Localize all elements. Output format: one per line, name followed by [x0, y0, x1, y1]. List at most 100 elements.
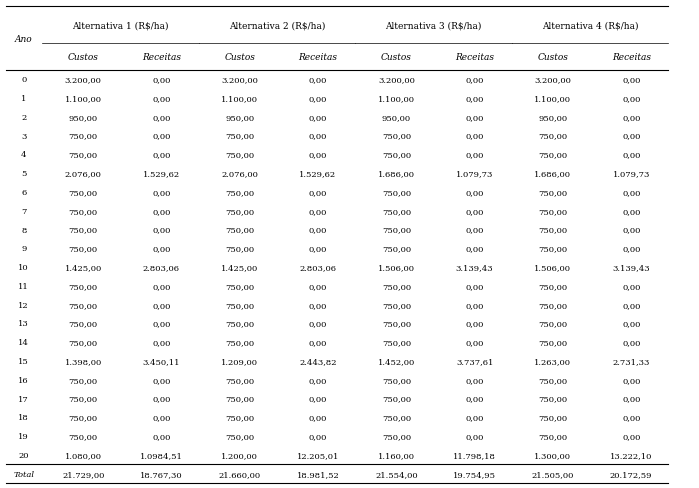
Text: 750,00: 750,00: [538, 413, 568, 422]
Text: Ano: Ano: [15, 35, 33, 43]
Text: 0,00: 0,00: [622, 339, 640, 346]
Text: 750,00: 750,00: [382, 132, 411, 141]
Text: 0,00: 0,00: [152, 188, 171, 197]
Text: 750,00: 750,00: [69, 413, 98, 422]
Text: 1.452,00: 1.452,00: [377, 357, 415, 366]
Text: 11: 11: [18, 283, 29, 290]
Text: 0,00: 0,00: [466, 413, 484, 422]
Text: 0,00: 0,00: [309, 132, 327, 141]
Text: 0,00: 0,00: [152, 226, 171, 234]
Text: 1.100,00: 1.100,00: [222, 95, 258, 103]
Text: 11.798,18: 11.798,18: [453, 451, 496, 459]
Text: 1.529,62: 1.529,62: [299, 170, 337, 178]
Text: 1.425,00: 1.425,00: [221, 264, 259, 271]
Text: 12: 12: [18, 301, 29, 309]
Text: 12.205,01: 12.205,01: [297, 451, 339, 459]
Text: 0,00: 0,00: [622, 320, 640, 328]
Text: 750,00: 750,00: [382, 188, 411, 197]
Text: 1.529,62: 1.529,62: [143, 170, 180, 178]
Text: 950,00: 950,00: [382, 114, 411, 122]
Text: 0,00: 0,00: [622, 395, 640, 403]
Text: 750,00: 750,00: [69, 151, 98, 159]
Text: 0,00: 0,00: [309, 283, 327, 290]
Text: 750,00: 750,00: [69, 320, 98, 328]
Text: 0,00: 0,00: [309, 188, 327, 197]
Text: Receitas: Receitas: [612, 53, 651, 62]
Text: 750,00: 750,00: [225, 207, 254, 215]
Text: 16: 16: [18, 376, 29, 384]
Text: 7: 7: [21, 207, 27, 215]
Text: 750,00: 750,00: [382, 151, 411, 159]
Text: 0,00: 0,00: [152, 151, 171, 159]
Text: 1.506,00: 1.506,00: [378, 264, 415, 271]
Text: 0: 0: [21, 76, 27, 84]
Text: 13.222,10: 13.222,10: [610, 451, 652, 459]
Text: 18.767,30: 18.767,30: [140, 470, 182, 478]
Text: 750,00: 750,00: [225, 432, 254, 440]
Text: 3.200,00: 3.200,00: [222, 76, 258, 84]
Text: Custos: Custos: [68, 53, 99, 62]
Text: 0,00: 0,00: [152, 283, 171, 290]
Text: 4: 4: [21, 151, 27, 159]
Text: 0,00: 0,00: [622, 207, 640, 215]
Text: 9: 9: [21, 245, 27, 253]
Text: 0,00: 0,00: [466, 114, 484, 122]
Text: 2.443,82: 2.443,82: [299, 357, 337, 366]
Text: Custos: Custos: [381, 53, 412, 62]
Text: 750,00: 750,00: [69, 283, 98, 290]
Text: Alternativa 3 (R$/ha): Alternativa 3 (R$/ha): [385, 21, 482, 30]
Text: 750,00: 750,00: [69, 301, 98, 309]
Text: 750,00: 750,00: [382, 283, 411, 290]
Text: 750,00: 750,00: [382, 395, 411, 403]
Text: 1.398,00: 1.398,00: [64, 357, 102, 366]
Text: 1.0984,51: 1.0984,51: [140, 451, 183, 459]
Text: 0,00: 0,00: [152, 114, 171, 122]
Text: 0,00: 0,00: [466, 432, 484, 440]
Text: 14: 14: [18, 339, 29, 346]
Text: 750,00: 750,00: [69, 207, 98, 215]
Text: 20: 20: [18, 451, 29, 459]
Text: 3.200,00: 3.200,00: [65, 76, 101, 84]
Text: 0,00: 0,00: [309, 76, 327, 84]
Text: 750,00: 750,00: [382, 339, 411, 346]
Text: 0,00: 0,00: [309, 376, 327, 384]
Text: 0,00: 0,00: [309, 207, 327, 215]
Text: 1.263,00: 1.263,00: [535, 357, 571, 366]
Text: 750,00: 750,00: [225, 132, 254, 141]
Text: 1.079,73: 1.079,73: [612, 170, 650, 178]
Text: 0,00: 0,00: [622, 114, 640, 122]
Text: 0,00: 0,00: [152, 395, 171, 403]
Text: 0,00: 0,00: [309, 245, 327, 253]
Text: 750,00: 750,00: [382, 226, 411, 234]
Text: 0,00: 0,00: [152, 245, 171, 253]
Text: 1.200,00: 1.200,00: [222, 451, 258, 459]
Text: 13: 13: [18, 320, 29, 328]
Text: 3.200,00: 3.200,00: [378, 76, 415, 84]
Text: 0,00: 0,00: [466, 95, 484, 103]
Text: 950,00: 950,00: [538, 114, 568, 122]
Text: 1.300,00: 1.300,00: [535, 451, 571, 459]
Text: 750,00: 750,00: [538, 226, 568, 234]
Text: 3: 3: [21, 132, 27, 141]
Text: 1: 1: [21, 95, 27, 103]
Text: 750,00: 750,00: [225, 413, 254, 422]
Text: 750,00: 750,00: [69, 376, 98, 384]
Text: 750,00: 750,00: [225, 151, 254, 159]
Text: 21.660,00: 21.660,00: [219, 470, 261, 478]
Text: 750,00: 750,00: [69, 395, 98, 403]
Text: 750,00: 750,00: [225, 245, 254, 253]
Text: 0,00: 0,00: [152, 376, 171, 384]
Text: 750,00: 750,00: [225, 376, 254, 384]
Text: 750,00: 750,00: [538, 151, 568, 159]
Text: 0,00: 0,00: [309, 95, 327, 103]
Text: 0,00: 0,00: [466, 283, 484, 290]
Text: 1.686,00: 1.686,00: [378, 170, 415, 178]
Text: 750,00: 750,00: [69, 432, 98, 440]
Text: Receitas: Receitas: [455, 53, 494, 62]
Text: 19.754,95: 19.754,95: [453, 470, 496, 478]
Text: Alternativa 2 (R$/ha): Alternativa 2 (R$/ha): [229, 21, 325, 30]
Text: Alternativa 4 (R$/ha): Alternativa 4 (R$/ha): [542, 21, 638, 30]
Text: 0,00: 0,00: [622, 151, 640, 159]
Text: 2.731,33: 2.731,33: [612, 357, 650, 366]
Text: 0,00: 0,00: [152, 301, 171, 309]
